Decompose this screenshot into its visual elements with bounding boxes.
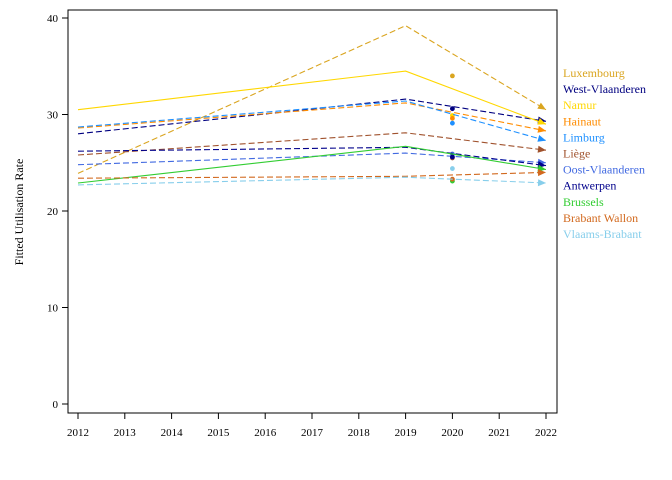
series-oost-vlaanderen [77, 151, 547, 166]
x-tick-label: 2019 [395, 427, 418, 439]
y-tick-label: 40 [47, 13, 59, 25]
series-arrow-head [537, 169, 546, 177]
series-point-2020 [450, 166, 455, 171]
legend-entry: Limburg [563, 130, 605, 144]
legend-entry: Liège [563, 147, 590, 161]
x-tick-label: 2022 [535, 427, 557, 439]
legend-entry: Luxembourg [563, 66, 625, 80]
series-line [77, 171, 547, 179]
series-arrow-head [537, 118, 546, 125]
y-tick-label: 10 [47, 303, 59, 315]
series-arrow-head [537, 135, 546, 142]
series-limburg [77, 100, 547, 142]
legend-entry: Vlaams-Brabant [563, 227, 642, 241]
x-tick-label: 2013 [114, 427, 137, 439]
y-axis: 0 10 20 30 40 [47, 13, 68, 411]
series-point-2020 [450, 154, 455, 160]
x-tick-label: 2012 [67, 427, 89, 439]
y-tick-label: 0 [53, 399, 59, 411]
x-tick-label: 2017 [301, 427, 324, 439]
series-point-2020 [450, 73, 455, 79]
x-tick-label: 2016 [254, 427, 277, 439]
series-arrow-head [537, 179, 546, 187]
x-tick-label: 2018 [348, 427, 371, 439]
series-line [77, 98, 547, 135]
series-point-2020 [450, 120, 455, 126]
legend-entry: Hainaut [563, 114, 602, 128]
legend: Luxembourg West-Vlaanderen Namur Hainaut Lim… [563, 66, 646, 241]
series-brussels [77, 145, 547, 184]
series-line [77, 100, 547, 142]
x-tick-label: 2014 [161, 427, 184, 439]
series-arrow-head [537, 145, 546, 153]
legend-entry: West-Vlaanderen [563, 82, 646, 96]
y-tick-label: 20 [47, 206, 59, 218]
series-line [77, 152, 547, 166]
series-vlaams-brabant [77, 166, 547, 187]
series-line [77, 146, 547, 167]
series-point-2020 [450, 106, 455, 112]
series-hainaut [77, 102, 547, 133]
series-line [77, 176, 547, 186]
series-arrow-head [537, 125, 546, 133]
legend-entry: Oost-Vlaanderen [563, 163, 645, 177]
plot-frame [67, 9, 558, 414]
legend-entry: Antwerpen [563, 179, 616, 193]
series-point-2020 [450, 115, 455, 121]
x-tick-label: 2021 [488, 427, 510, 439]
y-tick-label: 30 [47, 110, 59, 122]
series-line [77, 102, 547, 132]
series-line [77, 145, 547, 184]
series-luxembourg [77, 25, 547, 174]
series-line [77, 132, 547, 156]
x-tick-label: 2015 [207, 427, 230, 439]
series-line [77, 70, 547, 125]
y-axis-label: Fitted Utilisation Rate [12, 159, 26, 266]
legend-entry: Namur [563, 98, 596, 112]
series-arrow-head [537, 102, 546, 110]
x-tick-label: 2020 [441, 427, 464, 439]
legend-entry: Brussels [563, 195, 604, 209]
x-axis: 2012 2013 2014 2015 2016 2017 2018 2019 2020 2021… [67, 413, 557, 439]
series-layer [77, 25, 547, 187]
series-line [77, 25, 547, 174]
legend-entry: Brabant Wallon [563, 211, 638, 225]
